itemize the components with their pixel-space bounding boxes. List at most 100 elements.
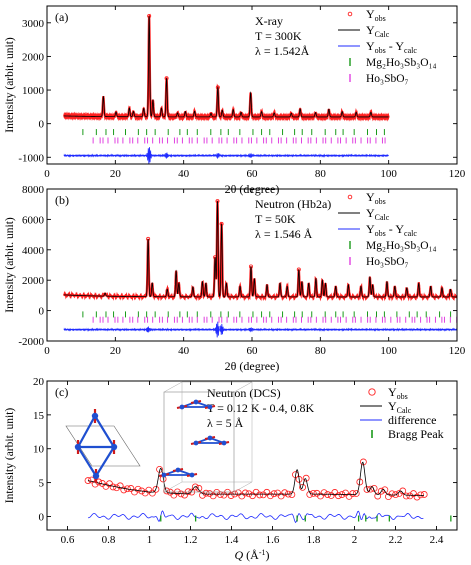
- x-tick-label: 2: [352, 534, 358, 546]
- layer-atom: [221, 440, 227, 446]
- y-tick-label: 20: [33, 376, 45, 388]
- observed-point: [216, 491, 224, 499]
- layer-triangle: [195, 437, 225, 444]
- difference-series: [63, 321, 457, 338]
- info-line: X-ray: [255, 14, 283, 28]
- observed-point: [281, 489, 289, 497]
- x-tick-label: 0.8: [102, 534, 116, 546]
- panel-label: (c): [55, 385, 68, 399]
- observed-point: [199, 491, 206, 499]
- layer-atom: [207, 404, 213, 410]
- y-tick-label: 10: [33, 444, 45, 456]
- info-line: λ = 1.546 Å: [255, 227, 313, 241]
- y-tick-label: 0: [39, 306, 45, 318]
- y-tick-label: 0: [39, 119, 45, 131]
- legend-yobs-label: Yobs: [366, 7, 386, 23]
- info-line: Neutron (DCS): [207, 386, 281, 400]
- info-line: T = 50K: [255, 212, 296, 226]
- ho-atom: [92, 472, 100, 480]
- kagome-triangle-top: [76, 413, 116, 449]
- layer-atom: [161, 472, 167, 478]
- y-axis-label: Intensity (arbit. unit): [4, 217, 16, 313]
- calculated-series: [64, 16, 389, 118]
- legend-yobs-marker: [347, 11, 353, 17]
- cell-front: [163, 391, 235, 493]
- observed-point: [181, 491, 188, 499]
- x-tick-label: 100: [380, 345, 397, 357]
- x-tick-label: 40: [178, 345, 190, 357]
- x-tick-label: 80: [315, 168, 327, 180]
- plot-area: [63, 13, 390, 164]
- panel-c: 0.6 0.8 1 1.2 1.4 1.6 1.8 2 2.2 2.4 0 5 10 15 20 Q (Å-1…: [4, 376, 458, 562]
- x-tick-label: 2.2: [389, 534, 403, 546]
- observed-point: [259, 491, 267, 499]
- observed-point: [410, 490, 417, 497]
- legend-bragg-label: Bragg Peak: [388, 427, 444, 441]
- ho-atom: [74, 443, 82, 451]
- legend-phase2-label: Ho₃SbO₇: [366, 73, 409, 85]
- legend-yobs-label: Yobs: [388, 385, 408, 401]
- observed-point: [152, 485, 160, 493]
- observed-point: [202, 489, 210, 497]
- observed-point: [263, 488, 271, 496]
- plot-area: [62, 199, 457, 338]
- x-axis-label: Q (Å-1): [234, 548, 269, 562]
- observed-point: [256, 491, 264, 499]
- legend-diff-label: Yobs - Ycalc: [366, 39, 417, 55]
- observed-point: [116, 482, 124, 490]
- calculated-series: [87, 461, 424, 496]
- info-line: Neutron (Hb2a): [255, 197, 331, 211]
- info-line: λ = 1.542Å: [255, 44, 310, 58]
- observed-point: [413, 493, 421, 501]
- layer-atom: [207, 435, 213, 441]
- observed-point: [241, 489, 249, 497]
- observed-point: [120, 486, 128, 494]
- observed-point: [420, 491, 428, 498]
- observed-point: [127, 485, 135, 492]
- legend-diff-label: difference: [388, 413, 436, 427]
- calculated-series: [64, 201, 457, 298]
- plot-frame: [46, 380, 458, 531]
- x-tick-label: 1.6: [266, 534, 280, 546]
- observed-point: [148, 489, 156, 497]
- x-tick-label: 40: [178, 168, 190, 180]
- info-line: T = 0.12 K - 0.4, 0.8K: [207, 401, 315, 415]
- observed-point: [317, 492, 324, 500]
- x-tick-label: 20: [110, 345, 122, 357]
- y-tick-label: 4000: [22, 245, 45, 257]
- legend-phase2-label: Ho₃SbO₇: [366, 256, 409, 268]
- unit-cell-3d-inset: [158, 381, 253, 493]
- x-tick-label: 60: [247, 168, 259, 180]
- x-tick-label: 1: [147, 534, 153, 546]
- observed-point: [374, 492, 382, 500]
- observed-point: [113, 484, 121, 492]
- observed-point: [417, 491, 425, 499]
- observed-point: [342, 489, 349, 497]
- x-tick-label: 2.4: [430, 534, 444, 546]
- observed-point: [195, 484, 203, 492]
- layer-atom: [193, 440, 199, 446]
- layer-atom: [175, 467, 181, 473]
- y-axis-label: Intensity (arbit. unit): [4, 408, 16, 504]
- x-tick-label: 1.4: [225, 534, 239, 546]
- panel-label: (a): [55, 10, 68, 24]
- observed-point: [370, 484, 378, 492]
- x-tick-label: 20: [110, 168, 122, 180]
- y-tick-label: -1000: [18, 152, 44, 164]
- observed-point: [209, 492, 217, 500]
- y-tick-label: 15: [33, 410, 45, 422]
- y-tick-label: 2000: [22, 51, 45, 63]
- observed-point: [402, 492, 410, 500]
- layer-triangle: [181, 401, 211, 408]
- legend-phase1-label: Mg₂Ho₃Sb₃O₁₄: [366, 240, 437, 252]
- observed-point: [399, 487, 407, 495]
- observed-point: [377, 487, 385, 495]
- observed-point: [406, 492, 414, 500]
- layer-atom: [179, 404, 185, 410]
- info-line: λ = 5 Å: [207, 416, 244, 430]
- observed-point: [288, 491, 296, 498]
- y-tick-label: 0: [39, 511, 45, 523]
- observed-point: [270, 490, 278, 498]
